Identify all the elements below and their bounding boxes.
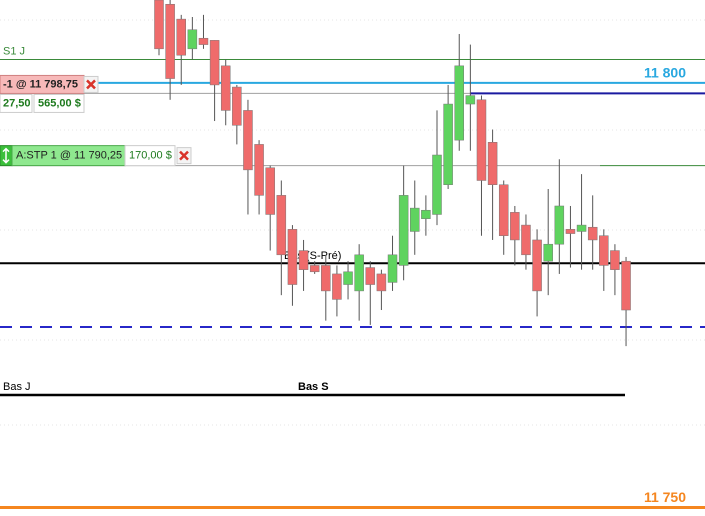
candle-body	[443, 103, 453, 185]
candle-body	[476, 99, 487, 181]
order-stat: 170,00 $	[129, 150, 172, 162]
candle-body	[243, 110, 253, 171]
candle-body	[354, 254, 364, 292]
candle-body	[532, 239, 542, 292]
candle-body	[187, 29, 198, 50]
candle-body	[298, 250, 309, 270]
stat-box	[0, 93, 33, 113]
order-label: -1 @ 11 798,75	[3, 78, 78, 90]
candle-body	[565, 229, 576, 234]
drag-icon	[2, 147, 10, 164]
cancel-icon	[86, 79, 96, 90]
order-label: A:STP 1 @ 11 790,25	[16, 150, 122, 162]
level-label: Bas (S-Pré)	[284, 250, 341, 262]
candle-body	[487, 142, 498, 185]
candle-body	[265, 167, 275, 215]
candle-body	[309, 265, 320, 273]
candle-body	[254, 144, 264, 196]
price-label: 11 800	[644, 65, 686, 81]
candle-body	[454, 65, 464, 141]
candle-body	[576, 224, 587, 232]
candle-body	[410, 207, 420, 232]
candle-body	[510, 212, 520, 241]
level-label: S1 J	[3, 45, 25, 57]
candle-body	[498, 184, 509, 236]
candle-body	[543, 243, 553, 262]
candle-body	[554, 205, 565, 245]
candle-body	[198, 37, 209, 45]
candle-body	[220, 65, 231, 111]
candle-body	[432, 154, 442, 215]
candle-body	[599, 235, 609, 266]
stat-box	[124, 145, 176, 167]
level-label: Bas S	[298, 381, 329, 393]
order-stat: 27,50	[3, 97, 31, 109]
cancel-button[interactable]	[176, 147, 192, 165]
candle-body	[376, 273, 387, 292]
candle-body	[610, 250, 620, 270]
candle-body	[321, 265, 331, 292]
candle-body	[176, 18, 186, 56]
price-label: 11 750	[644, 489, 686, 505]
candle-body	[165, 3, 175, 79]
candle-body	[365, 267, 376, 285]
cancel-button[interactable]	[83, 75, 99, 93]
candle-body	[587, 226, 598, 241]
candle-body	[332, 273, 342, 300]
candle-body	[209, 40, 220, 86]
candle-body	[276, 195, 287, 256]
candle-body	[154, 0, 164, 50]
candle-body	[421, 209, 431, 219]
level-label: Bas J	[3, 381, 31, 393]
candle-body	[465, 95, 476, 105]
candle-body	[343, 271, 353, 285]
candle-body	[387, 254, 398, 283]
cancel-icon	[179, 150, 189, 161]
candle-body	[287, 229, 298, 285]
candle-body	[521, 224, 531, 256]
candle-body	[232, 86, 242, 126]
grid	[0, 19, 705, 426]
candle-body	[621, 260, 631, 311]
order-stat: 565,00 $	[38, 97, 81, 109]
stat-box	[33, 93, 85, 113]
candle-body	[398, 195, 409, 266]
